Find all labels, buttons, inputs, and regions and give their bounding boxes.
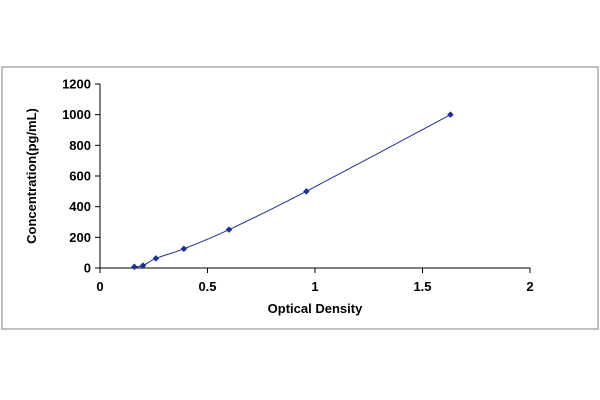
y-tick-label: 600 (69, 169, 91, 184)
data-point-marker (131, 263, 138, 271)
y-tick-label: 1000 (62, 107, 91, 122)
chart-frame (1, 66, 599, 330)
x-tick-label: 1 (311, 279, 318, 294)
y-tick-label: 0 (84, 261, 91, 276)
x-tick-label: 2 (526, 279, 533, 294)
y-axis-title: Concentration(pg/mL) (24, 108, 39, 244)
series-points (131, 111, 454, 271)
data-point-marker (180, 245, 188, 253)
data-point-marker (225, 226, 233, 234)
y-tick-label: 400 (69, 199, 91, 214)
x-tick-label: 0 (96, 279, 103, 294)
data-point-marker (447, 111, 454, 119)
y-tick-label: 200 (69, 230, 91, 245)
data-point-marker (303, 187, 310, 195)
data-point-marker (152, 255, 160, 262)
data-point-marker (139, 262, 147, 269)
x-tick-label: 1.5 (413, 279, 431, 294)
y-axis-ticks: 0 200 400 600 800 1000 1200 (62, 77, 100, 276)
x-axis-ticks: 0 0.5 1 1.5 2 (96, 268, 534, 294)
y-tick-label: 1200 (62, 77, 91, 92)
x-axis-title: Optical Density (268, 301, 363, 316)
x-tick-label: 0.5 (198, 279, 216, 294)
y-tick-label: 800 (69, 138, 91, 153)
